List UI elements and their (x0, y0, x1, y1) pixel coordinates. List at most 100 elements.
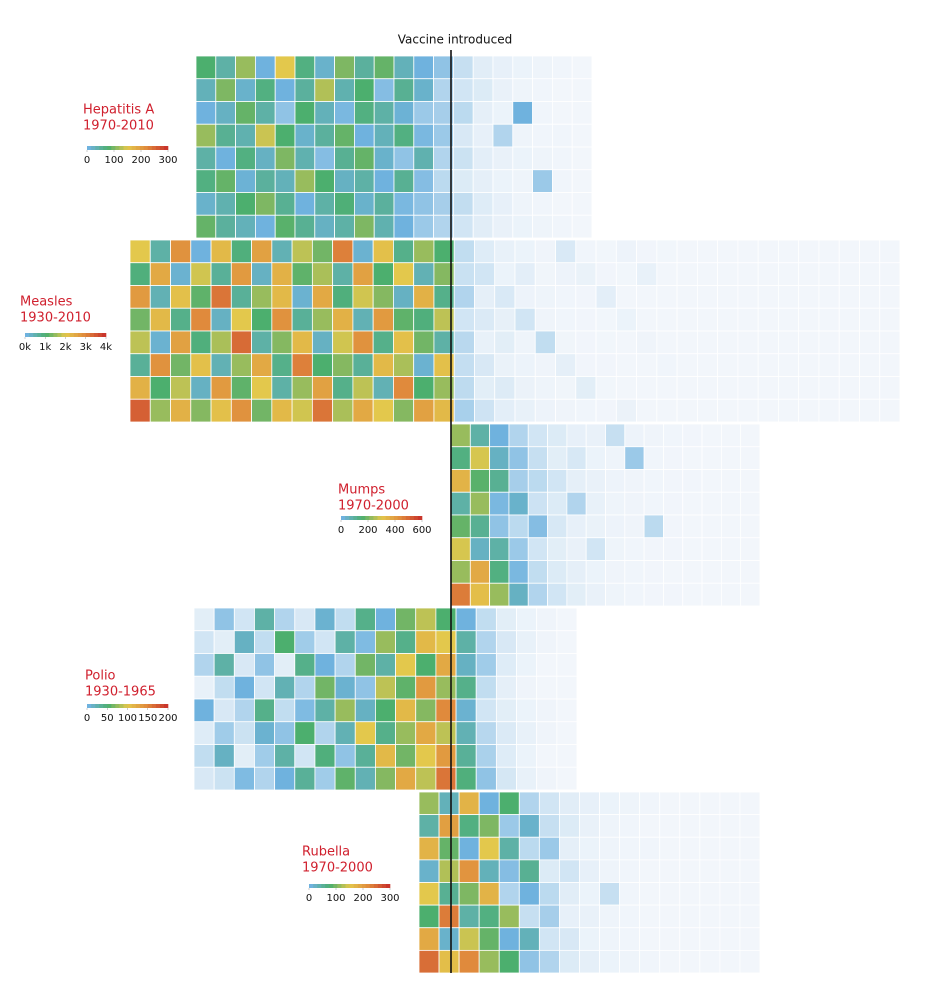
heat-cell (538, 927, 560, 951)
heat-cell (455, 675, 477, 700)
heat-cell (413, 192, 434, 216)
heat-cell (778, 285, 800, 309)
heat-cell (438, 859, 460, 883)
legend-swatch (397, 516, 403, 520)
legend-swatch (119, 704, 124, 708)
heat-cell (478, 814, 500, 838)
heat-cell (274, 744, 296, 768)
heat-cell (251, 307, 273, 332)
heat-cell (879, 285, 901, 309)
legend-tick-label: 300 (380, 893, 399, 904)
heat-cell (720, 514, 742, 539)
heat-cell (170, 398, 192, 423)
heat-cell (314, 630, 336, 654)
heat-cell (418, 859, 440, 883)
heat-cell (472, 146, 494, 171)
heat-cell (210, 330, 232, 355)
heat-cell (314, 698, 336, 723)
heat-cell (235, 192, 256, 216)
heat-cell (494, 307, 516, 332)
heat-cell (555, 285, 577, 309)
heat-cell (757, 262, 779, 286)
heat-cell (514, 262, 536, 286)
heat-cell (838, 307, 860, 332)
heat-cell (373, 78, 395, 102)
heat-cell (353, 78, 375, 102)
heat-cell (639, 904, 661, 929)
heat-cell (334, 169, 355, 193)
heat-cell (556, 630, 578, 654)
heat-cell (334, 55, 355, 80)
heat-cell (624, 582, 645, 607)
heat-cell (656, 330, 678, 355)
heat-cell (498, 859, 520, 883)
heat-cell (478, 927, 500, 951)
legend-swatch (139, 704, 144, 708)
heat-cell (619, 836, 641, 861)
heat-cell (740, 491, 761, 516)
heat-cell (494, 376, 516, 400)
heat-cell (438, 791, 460, 816)
heat-cell (395, 721, 417, 745)
heat-cell (656, 353, 678, 377)
heat-cell (311, 239, 334, 264)
heat-cell (193, 607, 215, 632)
heat-cell (254, 146, 276, 171)
heat-cell (696, 285, 719, 309)
heat-cell (215, 169, 237, 193)
heat-cell (254, 744, 276, 768)
heat-cell (514, 307, 536, 332)
heat-cell (254, 675, 276, 700)
heat-cell (254, 123, 276, 148)
heat-cell (193, 721, 215, 745)
heat-cell (720, 582, 742, 607)
heat-cell (372, 376, 394, 400)
heat-cell (498, 791, 520, 816)
legend-swatch (99, 146, 104, 150)
heat-cell (508, 491, 529, 516)
heat-cell (415, 698, 437, 723)
legend-swatch (87, 704, 92, 708)
heat-cell (516, 630, 538, 654)
legend-swatch (405, 516, 411, 520)
heat-cell (798, 262, 820, 286)
heat-cell (605, 582, 626, 607)
heat-cell (579, 836, 600, 861)
heat-cell (469, 560, 491, 584)
heat-cell (129, 353, 151, 377)
legend-tick-label: 300 (158, 155, 177, 166)
heat-cell (739, 949, 761, 974)
heat-cell (291, 376, 313, 400)
heat-cell (492, 192, 514, 216)
heat-cell (334, 698, 356, 723)
heat-cell (659, 791, 681, 816)
heat-cell (737, 239, 759, 264)
legend-swatch (89, 333, 95, 337)
heat-cell (717, 330, 739, 355)
heat-cell (643, 537, 664, 561)
heat-cell (605, 560, 626, 584)
heat-cell (555, 353, 577, 377)
legend-tick-label: 200 (131, 155, 150, 166)
heat-cell (353, 192, 375, 216)
heat-cell (579, 814, 600, 838)
heat-cell (538, 949, 560, 974)
heat-cell (489, 469, 510, 493)
heat-cell (737, 353, 759, 377)
heat-cell (656, 398, 678, 423)
heat-cell (489, 446, 510, 470)
heat-cell (599, 949, 620, 974)
heat-cell (478, 949, 500, 974)
heat-cell (210, 307, 232, 332)
heat-cell (469, 469, 491, 493)
heat-cell (757, 307, 779, 332)
heat-cell (393, 78, 415, 102)
heat-cell (699, 949, 721, 974)
heat-cell (452, 55, 474, 80)
heat-cell (458, 859, 480, 883)
heat-cell (559, 927, 580, 951)
heat-cell (170, 262, 192, 286)
heat-cell (739, 814, 761, 838)
heat-cell (291, 239, 313, 264)
heat-cell (413, 78, 434, 102)
